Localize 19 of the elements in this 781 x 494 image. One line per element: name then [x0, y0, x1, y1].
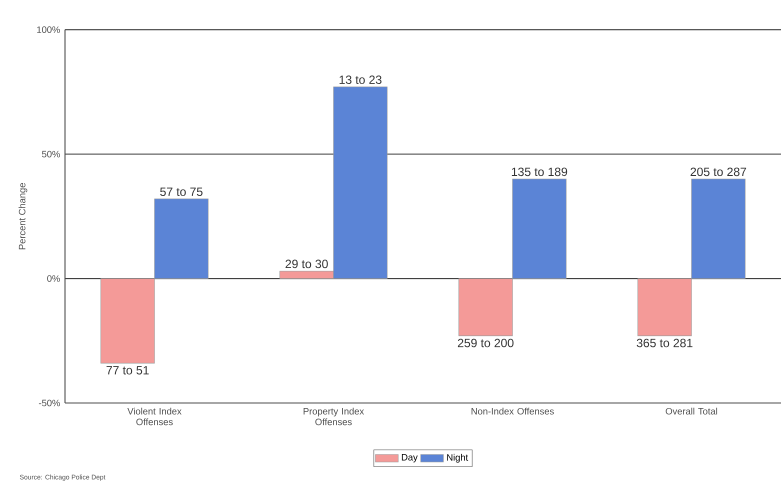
y-tick-label: 100%: [37, 26, 60, 33]
x-tick-label: Property Index Offenses: [304, 408, 364, 426]
annotation: 77 to 51: [106, 366, 149, 374]
y-tick-label: 0%: [47, 275, 60, 282]
annotation: 135 to 189: [512, 168, 568, 176]
annotation: 259 to 200: [458, 338, 514, 348]
y-axis-title: Percent Change: [18, 183, 28, 250]
annotation: 365 to 281: [636, 338, 692, 348]
legend-label: Night: [447, 454, 468, 463]
x-tick-label: Violent Index Offenses: [127, 408, 182, 426]
annotation: 205 to 287: [690, 168, 746, 176]
x-tick-label: Non-Index Offenses: [472, 408, 554, 415]
y-tick-label: -50%: [38, 400, 60, 406]
legend-label: Day: [402, 454, 418, 462]
y-tick-label: 50%: [42, 150, 60, 158]
x-tick-label: Overall Total: [666, 408, 718, 415]
annotation: 57 to 75: [160, 188, 203, 196]
annotation: 13 to 23: [340, 75, 382, 84]
annotation: 29 to 30: [286, 260, 328, 268]
